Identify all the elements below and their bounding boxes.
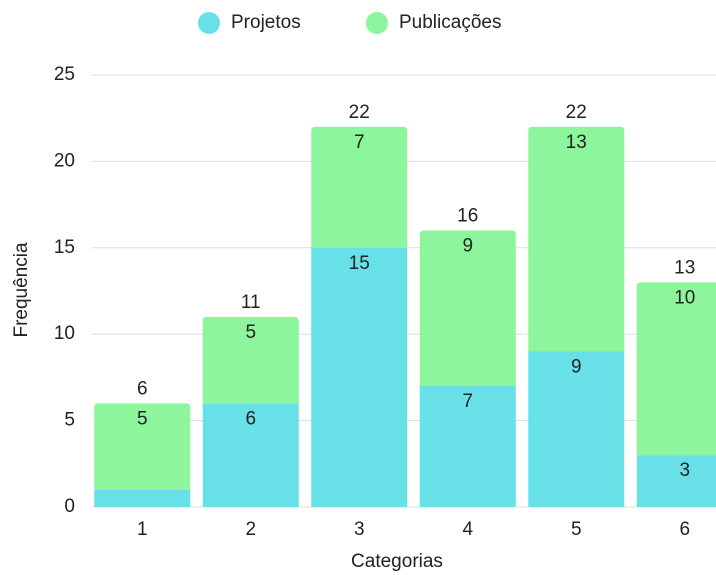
bar-segment <box>311 126 408 248</box>
bar-segment <box>311 247 408 508</box>
y-tick-label: 15 <box>54 237 75 258</box>
legend-marker <box>198 12 220 34</box>
x-tick-label: 3 <box>354 519 365 540</box>
total-label: 22 <box>566 102 587 123</box>
data-label: 5 <box>137 408 148 429</box>
bar-segment <box>419 230 516 387</box>
bar-segment <box>636 455 716 507</box>
data-label: 13 <box>566 132 587 153</box>
y-tick-label: 5 <box>64 410 75 431</box>
data-label: 3 <box>679 460 690 481</box>
total-label: 22 <box>349 102 370 123</box>
y-axis-label: Frequência <box>11 242 32 337</box>
bar-segment <box>94 489 191 507</box>
data-label: 15 <box>349 253 370 274</box>
x-tick-label: 4 <box>462 519 473 540</box>
data-label: 9 <box>571 356 582 377</box>
total-label: 13 <box>674 257 695 278</box>
bar-segment <box>202 316 299 404</box>
legend-label: Publicações <box>399 12 501 33</box>
data-label: 10 <box>674 287 695 308</box>
x-tick-label: 2 <box>245 519 256 540</box>
x-axis-label: Categorias <box>351 551 443 572</box>
bar-segment <box>94 403 191 490</box>
x-tick-label: 6 <box>679 519 690 540</box>
total-label: 16 <box>457 206 478 227</box>
bar-segment <box>202 403 299 507</box>
y-tick-label: 25 <box>54 64 75 85</box>
bar-segment <box>419 386 516 507</box>
bar-segment <box>528 351 625 507</box>
data-label: 5 <box>245 322 256 343</box>
y-tick-label: 0 <box>64 496 75 517</box>
bar-segment <box>528 126 625 352</box>
y-tick-label: 10 <box>54 323 75 344</box>
legend-label: Projetos <box>231 12 301 33</box>
legend-marker <box>366 12 388 34</box>
data-label: 7 <box>354 132 365 153</box>
data-label: 7 <box>462 391 473 412</box>
total-label: 6 <box>137 378 148 399</box>
total-label: 11 <box>241 292 261 313</box>
y-tick-label: 20 <box>54 150 75 171</box>
bar-segment <box>636 282 716 456</box>
x-tick-label: 5 <box>571 519 582 540</box>
data-label: 9 <box>462 236 473 257</box>
data-label: 6 <box>245 408 256 429</box>
x-tick-label: 1 <box>137 519 148 540</box>
